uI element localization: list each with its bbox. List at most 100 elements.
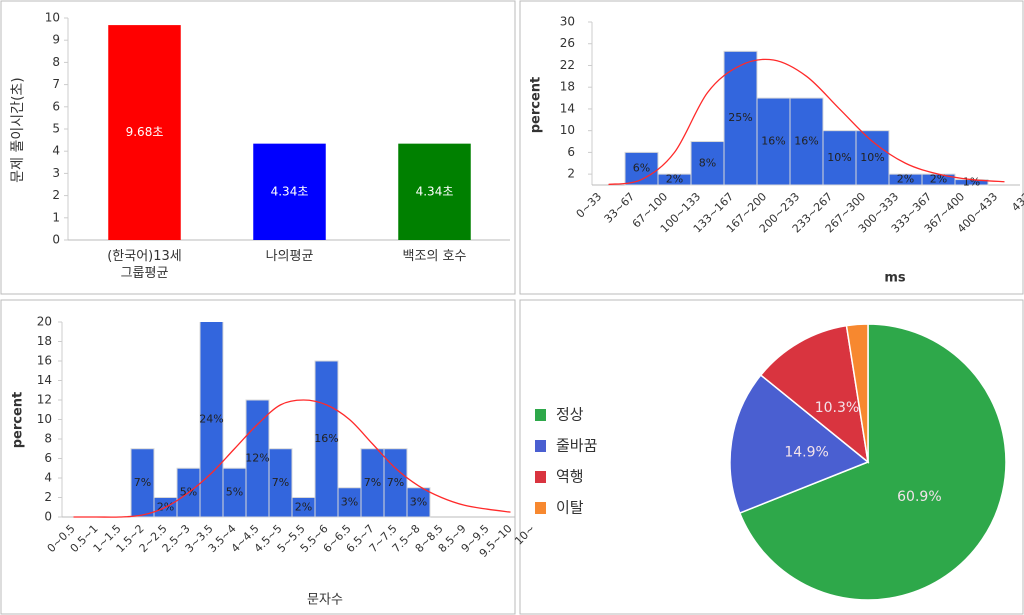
fit-curve <box>73 399 511 518</box>
value-label: 2% <box>897 173 914 186</box>
bar <box>314 360 339 518</box>
x-tick-label: 10~ <box>512 522 538 548</box>
legend-label: 줄바꿈 <box>556 437 598 455</box>
y-tick-label: 4 <box>44 471 52 485</box>
value-label: 10.3% <box>815 400 859 416</box>
panel <box>519 299 1024 615</box>
value-label: 6% <box>633 162 650 175</box>
bar <box>268 448 293 518</box>
x-axis-label: 문자수 <box>307 593 343 608</box>
y-axis-label: 문제 풀이시간(초) <box>10 77 26 183</box>
y-tick-label: 3 <box>52 166 60 180</box>
y-tick-label: 2 <box>567 167 575 181</box>
bar <box>756 97 791 186</box>
y-tick-label: 16 <box>37 354 52 368</box>
bar <box>723 50 758 186</box>
value-label: 12% <box>245 452 269 465</box>
value-label: 16% <box>794 135 818 148</box>
y-tick-label: 14 <box>560 101 575 115</box>
value-label: 25% <box>728 111 752 124</box>
value-label: 2% <box>930 173 947 186</box>
y-tick-label: 10 <box>45 11 60 25</box>
legend-swatch <box>535 409 546 421</box>
y-tick-label: 18 <box>37 334 52 348</box>
value-label: 10% <box>860 151 884 164</box>
bar <box>406 487 431 518</box>
y-tick-label: 0 <box>52 233 60 247</box>
y-tick-label: 7 <box>52 77 60 91</box>
x-axis-label: ms <box>884 271 906 286</box>
pie-slice <box>845 323 869 463</box>
fit-curve <box>608 58 1005 186</box>
y-tick-label: 8 <box>44 432 52 446</box>
y-tick-label: 1 <box>52 210 60 224</box>
y-tick-label: 10 <box>37 412 52 426</box>
value-label: 7% <box>387 476 404 489</box>
panel <box>0 299 516 615</box>
value-label: 16% <box>761 135 785 148</box>
y-tick-label: 6 <box>44 451 52 465</box>
bar <box>130 448 155 518</box>
value-label: 3% <box>341 495 358 508</box>
y-tick-label: 14 <box>37 373 52 387</box>
value-label: 60.9% <box>897 489 941 505</box>
legend-label: 정상 <box>556 406 584 424</box>
value-label: 9.68초 <box>126 125 164 139</box>
bars <box>624 50 989 186</box>
bar <box>855 130 890 186</box>
value-label: 1% <box>963 175 980 188</box>
y-tick-label: 20 <box>37 315 52 329</box>
y-tick-label: 12 <box>37 393 52 407</box>
bar <box>253 143 326 240</box>
legend-swatch <box>535 440 546 452</box>
y-tick-label: 9 <box>52 33 60 47</box>
y-tick-label: 4 <box>52 144 60 158</box>
y-tick-label: 10 <box>560 123 575 137</box>
bars <box>130 322 431 518</box>
value-label: 4.34초 <box>416 184 454 198</box>
value-label: 7% <box>364 476 381 489</box>
value-label: 2% <box>295 500 312 513</box>
value-label: 5% <box>226 486 243 499</box>
y-tick-label: 0 <box>44 510 52 524</box>
pie-slice <box>738 323 1007 601</box>
y-tick-label: 8 <box>52 55 60 69</box>
bar <box>199 322 224 518</box>
x-tick-label: 백조의 호수 <box>402 249 467 264</box>
y-tick-label: 2 <box>52 188 60 202</box>
bar <box>398 143 471 240</box>
y-tick-label: 6 <box>52 99 60 113</box>
value-label: 7% <box>272 476 289 489</box>
y-tick-label: 26 <box>560 36 575 50</box>
pie-slice <box>759 324 870 464</box>
value-label: 3% <box>410 495 427 508</box>
value-label: 14.9% <box>784 445 828 461</box>
panel <box>0 0 516 295</box>
y-tick-label: 30 <box>560 15 575 29</box>
y-tick-label: 22 <box>560 58 575 72</box>
bar <box>108 25 181 240</box>
y-tick-label: 6 <box>567 145 575 159</box>
y-tick-label: 18 <box>560 80 575 94</box>
value-label: 4.34초 <box>271 184 309 198</box>
y-tick-label: 5 <box>52 122 60 136</box>
x-tick-label: 나의평균 <box>265 249 314 264</box>
legend-swatch <box>535 471 546 483</box>
y-tick-label: 2 <box>44 490 52 504</box>
value-label: 8% <box>699 156 716 169</box>
bar <box>789 97 824 186</box>
panel <box>519 0 1024 295</box>
x-tick-label: 433 <box>1009 190 1024 214</box>
x-tick-label: (한국어)13세 그룹평균 <box>107 249 182 281</box>
bar <box>383 448 408 518</box>
value-label: 10% <box>827 151 851 164</box>
value-label: 7% <box>134 476 151 489</box>
legend-label: 이탈 <box>556 499 584 517</box>
pie-slice <box>729 374 870 515</box>
y-axis-label: percent <box>529 77 544 134</box>
value-label: 16% <box>314 432 338 445</box>
legend-swatch <box>535 502 546 514</box>
value-label: 24% <box>199 413 223 426</box>
